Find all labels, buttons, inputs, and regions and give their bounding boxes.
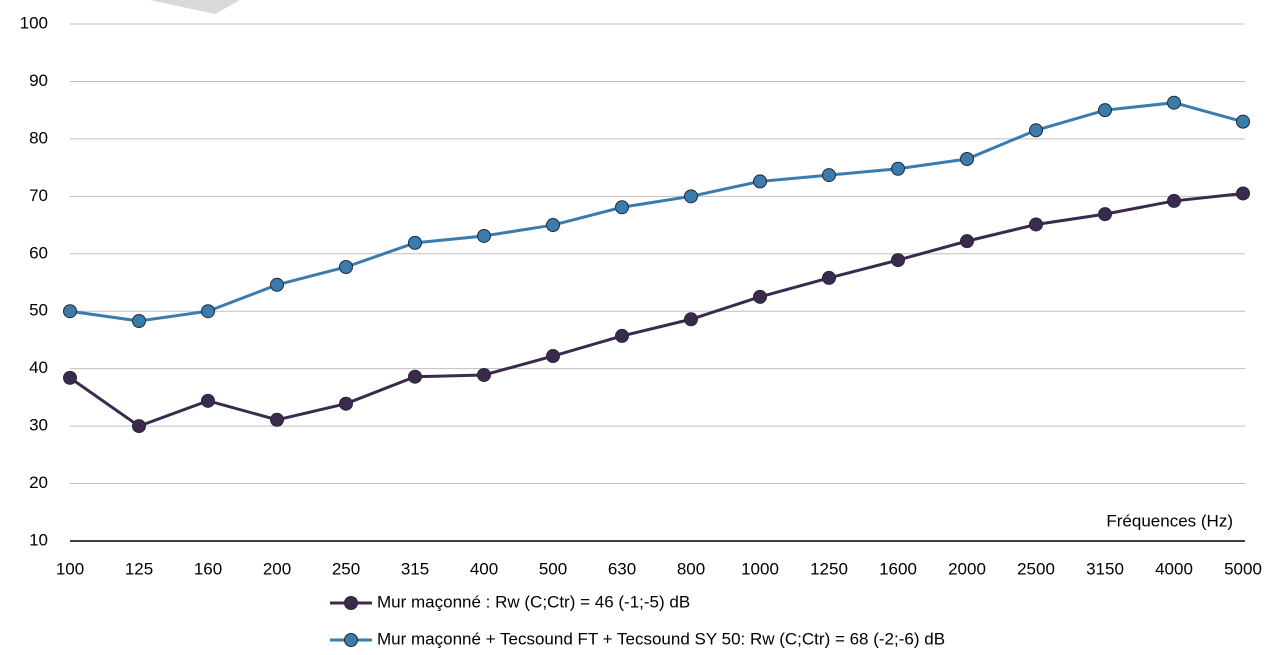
- data-point: [822, 270, 836, 285]
- data-point: [891, 161, 905, 176]
- data-point: [615, 328, 629, 343]
- x-tick-label: 1250: [810, 559, 848, 578]
- legend-label: Mur maçonné : Rw (C;Ctr) = 46 (-1;-5) dB: [377, 592, 690, 611]
- y-tick-label: 30: [29, 416, 48, 435]
- data-point: [132, 313, 146, 328]
- data-point: [1098, 207, 1112, 222]
- data-point: [615, 200, 629, 215]
- x-tick-label: 2500: [1017, 559, 1055, 578]
- x-tick-label: 400: [470, 559, 498, 578]
- data-point: [1167, 95, 1181, 110]
- data-point: [408, 235, 422, 250]
- x-axis-label: Fréquences (Hz): [1106, 511, 1233, 530]
- data-point: [1167, 193, 1181, 208]
- data-point: [477, 367, 491, 382]
- y-tick-label: 70: [29, 186, 48, 205]
- y-tick-label: 10: [29, 530, 48, 549]
- data-point: [822, 168, 836, 183]
- y-tick-label: 60: [29, 243, 48, 262]
- data-point: [546, 218, 560, 233]
- y-tick-label: 50: [29, 301, 48, 320]
- data-point: [1236, 114, 1250, 129]
- x-tick-label: 125: [125, 559, 153, 578]
- data-point: [63, 370, 77, 385]
- data-point: [684, 312, 698, 327]
- series-line: [69, 191, 1244, 428]
- data-point: [1029, 217, 1043, 232]
- data-point: [339, 396, 353, 411]
- x-tick-label: 315: [401, 559, 429, 578]
- data-point: [546, 349, 560, 364]
- data-point: [270, 412, 284, 427]
- data-point: [339, 259, 353, 274]
- y-tick-label: 40: [29, 358, 48, 377]
- data-point: [1029, 123, 1043, 138]
- x-tick-label: 630: [608, 559, 636, 578]
- data-point: [132, 419, 146, 434]
- x-tick-label: 1600: [879, 559, 917, 578]
- data-point: [891, 253, 905, 268]
- legend-marker: [344, 596, 358, 610]
- data-point: [753, 289, 767, 304]
- legend-label: Mur maçonné + Tecsound FT + Tecsound SY …: [377, 629, 945, 648]
- x-tick-label: 250: [332, 559, 360, 578]
- y-tick-label: 80: [29, 128, 48, 147]
- legend-marker: [344, 633, 358, 647]
- x-tick-label: 500: [539, 559, 567, 578]
- data-point: [960, 234, 974, 249]
- data-point: [1236, 186, 1250, 201]
- x-tick-label: 1000: [741, 559, 779, 578]
- x-tick-label: 2000: [948, 559, 986, 578]
- y-tick-label: 20: [29, 473, 48, 492]
- x-tick-label: 800: [677, 559, 705, 578]
- data-point: [63, 304, 77, 319]
- data-point: [270, 277, 284, 292]
- decoration: [150, 0, 240, 14]
- x-tick-label: 5000: [1224, 559, 1262, 578]
- y-tick-label: 100: [20, 13, 48, 32]
- x-tick-label: 4000: [1155, 559, 1193, 578]
- data-point: [477, 228, 491, 243]
- data-point: [201, 393, 215, 408]
- data-point: [960, 151, 974, 166]
- data-point: [201, 304, 215, 319]
- data-point: [684, 189, 698, 204]
- x-tick-label: 3150: [1086, 559, 1124, 578]
- series-line: [69, 101, 1244, 323]
- data-point: [1098, 103, 1112, 118]
- y-tick-label: 90: [29, 71, 48, 90]
- x-tick-label: 200: [263, 559, 291, 578]
- x-tick-label: 160: [194, 559, 222, 578]
- x-tick-label: 100: [56, 559, 84, 578]
- data-point: [753, 174, 767, 189]
- data-point: [408, 369, 422, 384]
